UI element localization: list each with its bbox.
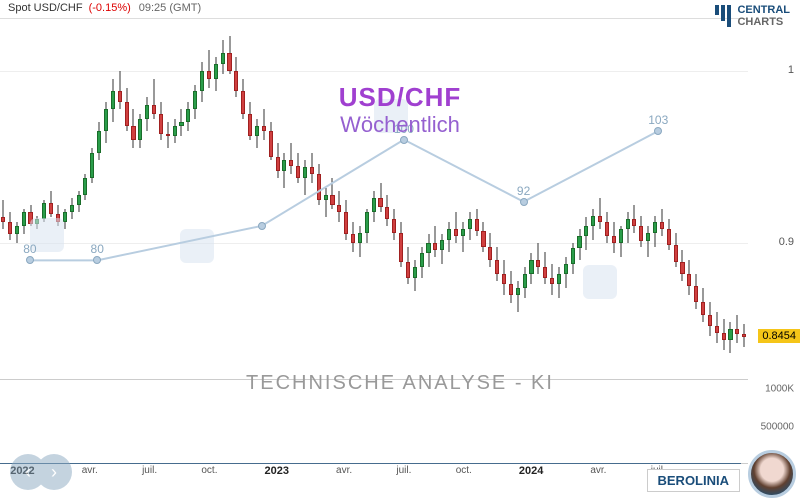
logo: CENTRALCHARTS: [715, 4, 790, 28]
last-price-tag: 0.8454: [758, 329, 800, 343]
brand-badge: BEROLINIA: [647, 469, 741, 492]
x-axis: 2022avr.juil.oct.2023avr.juil.oct.2024av…: [0, 465, 748, 499]
instrument-label: Spot USD/CHF: [8, 2, 83, 14]
time-label: 09:25: [139, 2, 167, 14]
watermark-icon: [180, 229, 214, 263]
price-chart[interactable]: 808010092103: [0, 18, 748, 380]
change-pct: (-0.15%): [89, 2, 131, 14]
avatar-icon[interactable]: [748, 450, 796, 498]
watermark-icon: [583, 265, 617, 299]
nav-arrows[interactable]: ‹›: [10, 454, 62, 490]
chart-subtitle: TECHNISCHE ANALYSE - KI: [0, 372, 800, 395]
tz-label: (GMT): [169, 2, 201, 14]
price-y-axis: 10.90.8454: [748, 18, 800, 380]
chart-title-interval: Wöchentlich: [0, 112, 800, 138]
chart-title-pair: USD/CHF: [0, 82, 800, 113]
